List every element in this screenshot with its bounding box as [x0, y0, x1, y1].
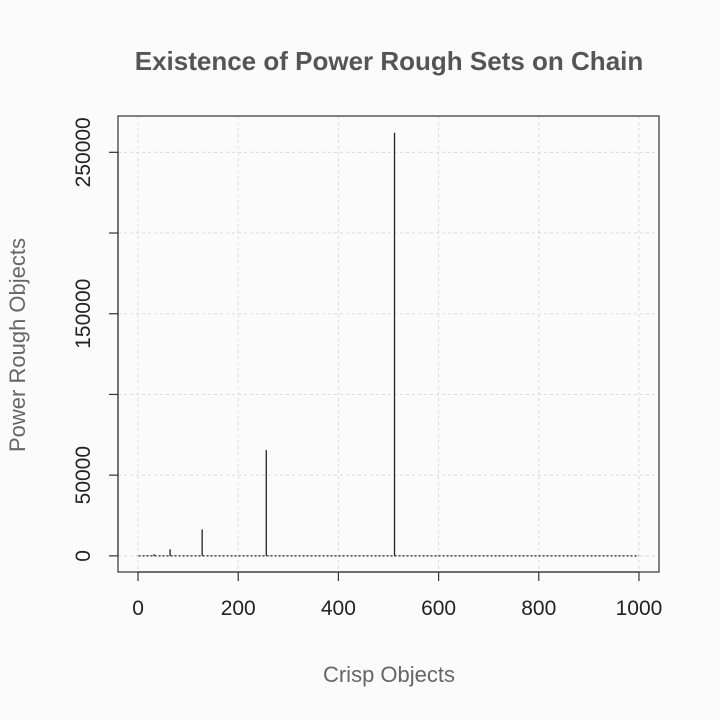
grid — [118, 116, 659, 572]
chart-title: Existence of Power Rough Sets on Chain — [135, 46, 644, 76]
x-tick-label-0: 0 — [132, 597, 144, 620]
y-axis-label: Power Rough Objects — [5, 238, 30, 452]
x-tick-label-4: 800 — [521, 597, 556, 620]
x-axis-label: Crisp Objects — [323, 662, 455, 687]
x-tick-label-2: 400 — [321, 597, 356, 620]
y-tick-label-1: 50000 — [72, 446, 95, 504]
data-marks — [137, 132, 639, 557]
y-tick-label-5: 250000 — [72, 117, 95, 187]
y-tick-label-3: 150000 — [72, 279, 95, 349]
axes: 0 200 400 600 800 1000 0 50000 150000 250000 — [72, 117, 662, 620]
x-tick-label-1: 200 — [221, 597, 256, 620]
plot-area-border — [117, 115, 660, 573]
x-tick-label-3: 600 — [421, 597, 456, 620]
y-tick-label-0: 0 — [72, 550, 95, 562]
x-tick-label-5: 1000 — [616, 597, 663, 620]
